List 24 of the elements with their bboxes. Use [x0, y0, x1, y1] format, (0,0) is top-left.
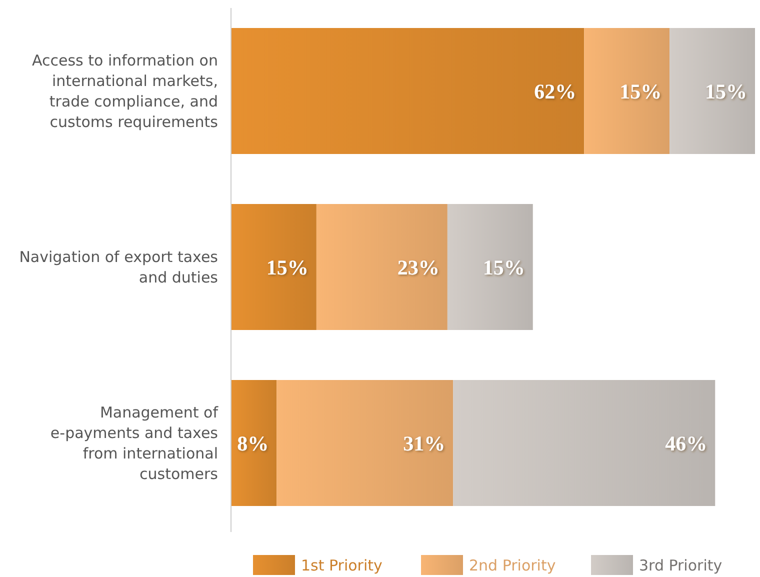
bar	[276, 380, 454, 506]
bar	[447, 204, 533, 330]
data-label: 46%	[665, 431, 708, 456]
bar	[453, 380, 716, 506]
legend-label: 2nd Priority	[469, 556, 556, 574]
legend-label: 3rd Priority	[639, 556, 722, 574]
data-label: 15%	[705, 79, 747, 104]
y-tick-label: Access to information on international markets, trade compliance, and customs requirements	[32, 52, 218, 131]
bar	[231, 28, 584, 154]
bar	[316, 204, 448, 330]
data-label: 15%	[620, 79, 662, 104]
y-tick-label: Navigation of export taxes and duties	[19, 248, 218, 286]
data-label: 62%	[534, 79, 576, 104]
data-label: 15%	[482, 255, 525, 280]
data-label: 31%	[403, 431, 446, 456]
legend-label: 1st Priority	[301, 556, 383, 574]
bar	[584, 28, 670, 154]
bar	[231, 380, 277, 506]
bar	[670, 28, 755, 154]
data-label: 23%	[397, 255, 440, 280]
data-label: 8%	[237, 431, 269, 456]
bar	[231, 204, 316, 330]
data-label: 15%	[266, 255, 308, 280]
y-tick-label: Management of e-payments and taxes from international customers	[50, 404, 219, 483]
